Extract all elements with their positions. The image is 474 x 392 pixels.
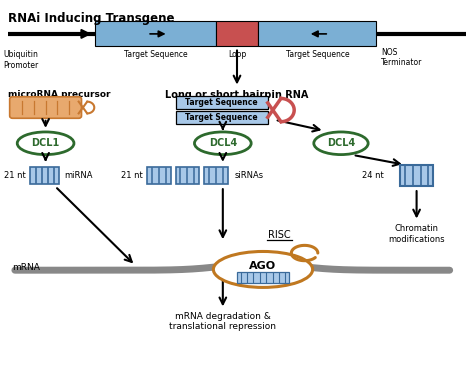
Bar [258, 22, 376, 46]
Text: mRNA degradation &
translational repression: mRNA degradation & translational repress… [169, 312, 276, 331]
Text: Chromatin
modifications: Chromatin modifications [388, 224, 445, 243]
Text: 24 nt: 24 nt [362, 171, 384, 180]
Bar [175, 96, 268, 109]
Bar [147, 167, 171, 184]
Bar [216, 22, 258, 46]
Bar [400, 165, 433, 186]
Text: Long or short hairpin RNA: Long or short hairpin RNA [165, 90, 309, 100]
Text: Loop: Loop [228, 50, 246, 59]
Bar [237, 272, 289, 283]
Bar [175, 167, 199, 184]
Bar [175, 111, 268, 124]
Text: mRNA: mRNA [12, 263, 40, 272]
Ellipse shape [17, 132, 74, 154]
Text: Target Sequence: Target Sequence [124, 50, 188, 59]
Text: siRNAs: siRNAs [235, 171, 264, 180]
Bar [30, 167, 59, 184]
Text: 21 nt: 21 nt [121, 171, 143, 180]
Text: Target Sequence: Target Sequence [185, 98, 258, 107]
Text: microRNA precursor: microRNA precursor [8, 90, 110, 99]
Text: AGO: AGO [249, 261, 276, 270]
Text: RISC: RISC [268, 230, 291, 240]
Ellipse shape [314, 132, 368, 154]
Ellipse shape [194, 132, 251, 154]
Text: Ubiquitin
Promoter: Ubiquitin Promoter [3, 50, 38, 70]
Text: NOS
Terminator: NOS Terminator [381, 47, 422, 67]
Bar [95, 22, 216, 46]
Text: Target Sequence: Target Sequence [185, 113, 258, 122]
Text: 21 nt: 21 nt [4, 171, 26, 180]
Text: DCL4: DCL4 [327, 138, 355, 148]
Bar [204, 167, 228, 184]
Text: Target Sequence: Target Sequence [285, 50, 349, 59]
Text: miRNA: miRNA [64, 171, 92, 180]
Text: DCL4: DCL4 [209, 138, 237, 148]
Text: DCL1: DCL1 [31, 138, 60, 148]
Text: RNAi Inducing Transgene: RNAi Inducing Transgene [8, 12, 174, 25]
Ellipse shape [213, 251, 313, 287]
FancyBboxPatch shape [9, 97, 82, 118]
